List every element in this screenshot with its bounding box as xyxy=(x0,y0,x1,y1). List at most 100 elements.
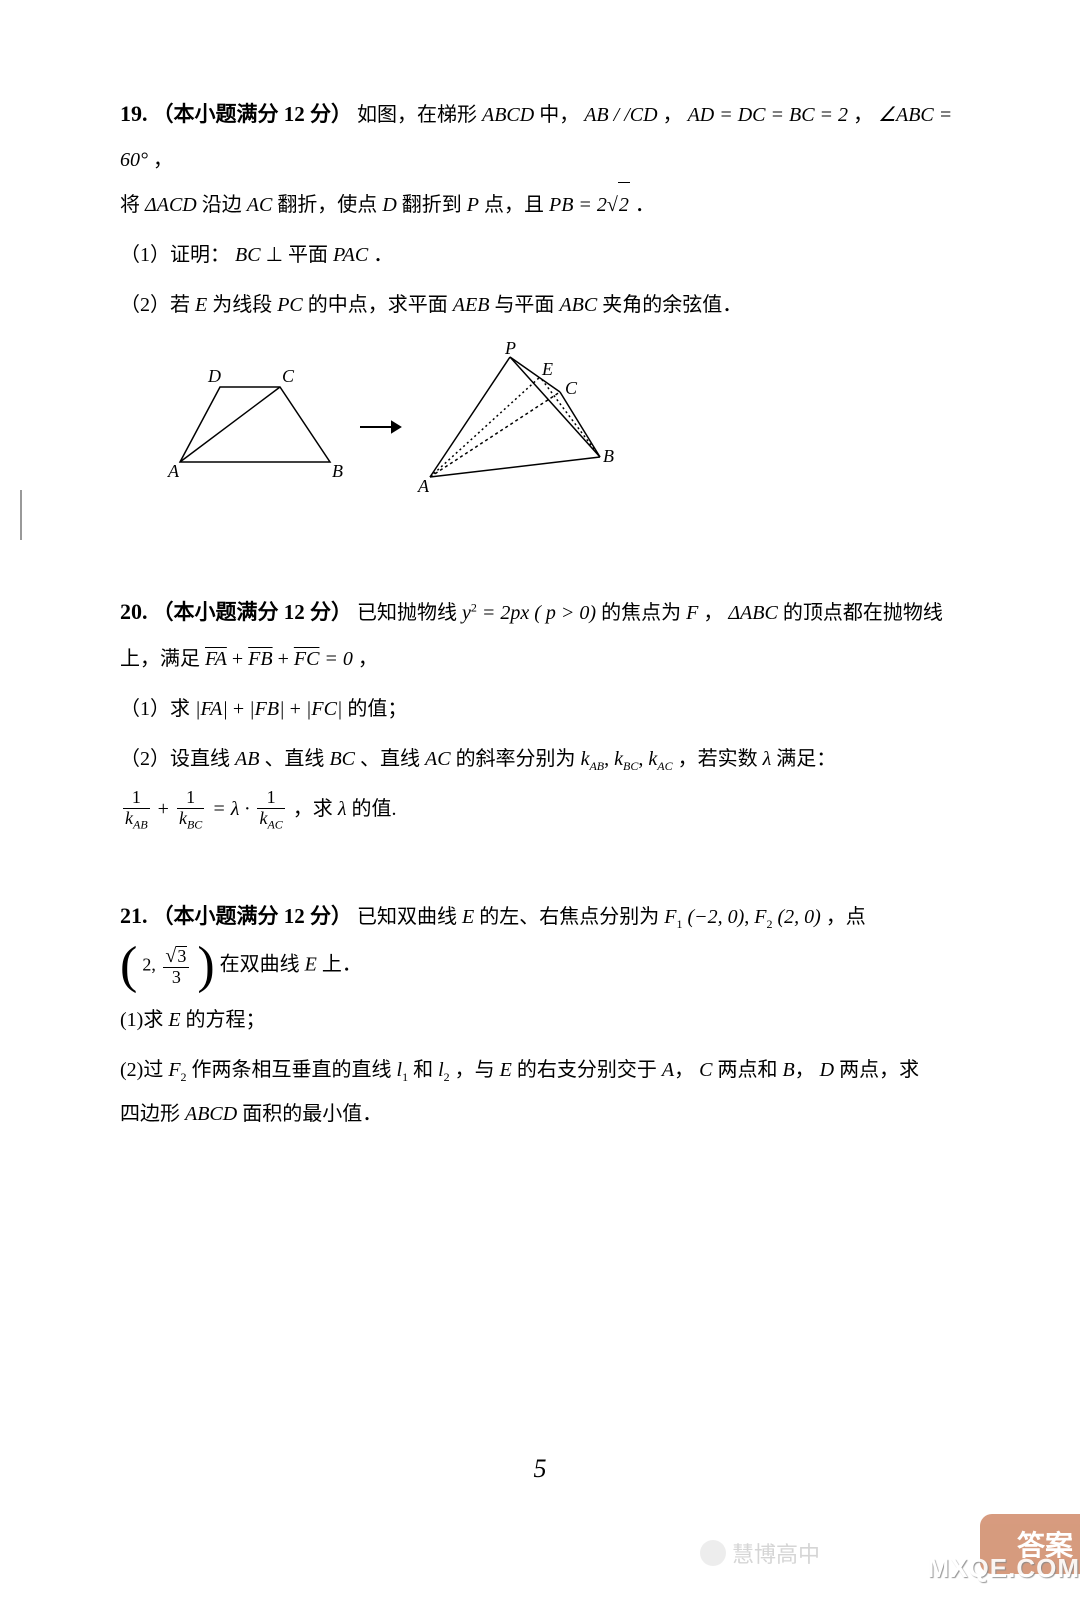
q20-absfb: |FB| xyxy=(249,698,284,720)
frac-1-kac: 1 kAC xyxy=(257,788,284,832)
page-content: 19. （本小题满分 12 分） 如图，在梯形 ABCD 中， AB / /CD… xyxy=(0,0,1080,1226)
den-kac: kAC xyxy=(257,809,284,832)
q21-and: 和 xyxy=(413,1059,438,1081)
den-3: 3 xyxy=(163,968,189,988)
q21-c: C xyxy=(699,1059,712,1081)
q20-fb: FB xyxy=(248,648,272,670)
q19-sub2-d: 与平面 xyxy=(494,294,559,316)
q21-body-c: ，点 xyxy=(826,906,866,928)
q19-diagram: A B C D xyxy=(160,342,970,528)
q20-sub2a: （2）设直线 xyxy=(120,748,235,770)
q19-sub2-c: 的中点，求平面 xyxy=(308,294,453,316)
q20-ab: AB xyxy=(235,748,259,770)
q21-e4: E xyxy=(500,1059,512,1081)
q20-eq-line: 1 kAB + 1 kBC = λ · 1 kAC ，求 λ 的值. xyxy=(120,787,970,832)
q20-comma: ， xyxy=(358,648,378,670)
q20-bc: BC xyxy=(329,748,355,770)
q21-body-b: 的左、右焦点分别为 xyxy=(479,906,664,928)
q20-body-a: 已知抛物线 xyxy=(357,602,462,624)
q20-2px: = 2px xyxy=(482,602,529,624)
watermark-right: 答案 MXQE.COM xyxy=(900,1494,1080,1584)
problem-20: 20. （本小题满分 12 分） 已知抛物线 y2 = 2px ( p > 0)… xyxy=(120,588,970,832)
big-paren-r: ) xyxy=(197,940,214,992)
q20-lambda: λ xyxy=(763,748,772,770)
q19-points: （本小题满分 12 分） xyxy=(153,102,353,126)
label-p: P xyxy=(504,342,516,358)
label-b2: B xyxy=(603,446,614,466)
label-e: E xyxy=(541,359,553,379)
label-a1: A xyxy=(167,461,180,481)
plus5: + xyxy=(158,798,174,820)
q20-plus3: + xyxy=(233,698,249,720)
q20-plus2: + xyxy=(278,648,294,670)
q19-text-1b: 中， xyxy=(539,104,579,126)
q21-sub1b: 的方程； xyxy=(186,1009,266,1031)
q19-text-1a: 如图，在梯形 xyxy=(357,104,482,126)
q20-y: y xyxy=(462,602,471,624)
q21-sub2: (2)过 F2 作两条相互垂直的直线 l1 和 l2 ，与 E 的右支分别交于 … xyxy=(120,1048,970,1136)
label-c1: C xyxy=(282,366,295,386)
q21-abcd: ABCD xyxy=(185,1103,237,1125)
q21-s1: 1 xyxy=(676,917,682,931)
left-margin-marker xyxy=(20,490,22,540)
q19-text-2d: 翻折到 xyxy=(402,194,467,216)
q20-fc: FC xyxy=(294,648,320,670)
q19-pac: PAC xyxy=(333,244,368,266)
q20-kbc: k xyxy=(614,748,623,770)
den-kab: kAB xyxy=(123,809,150,832)
q20-absfa: |FA| xyxy=(195,698,228,720)
q20-line2a: 上，满足 xyxy=(120,648,205,670)
q20-sq: 2 xyxy=(471,601,477,615)
frac-1-kab: 1 kAB xyxy=(123,788,150,832)
q21-f1v: (−2, 0) xyxy=(687,906,744,928)
frac-1-kbc: 1 kBC xyxy=(177,788,204,832)
q21-f2v: (2, 0) xyxy=(777,906,820,928)
num1: 1 xyxy=(123,788,150,809)
q21-sub2f: 两点，求 xyxy=(839,1059,919,1081)
wm-left-text: 慧博高中 xyxy=(732,1537,820,1569)
num2: 1 xyxy=(177,788,204,809)
q19-sub2-a: （2）若 xyxy=(120,294,195,316)
q19-text-1e: ， xyxy=(153,149,173,171)
q20-p0: ( p > 0) xyxy=(534,602,596,624)
q19-sub1: （1）证明： BC ⊥ 平面 PAC ． xyxy=(120,233,970,277)
q19-text-1d: ， xyxy=(853,104,873,126)
q21-sub2b: 作两条相互垂直的直线 xyxy=(192,1059,397,1081)
frac-sqrt3-3: √3 3 xyxy=(163,945,189,988)
q21-l1s: 1 xyxy=(402,1070,408,1084)
q20-sub-ab: AB xyxy=(589,759,604,773)
q20-kac: k xyxy=(648,748,657,770)
q20-sub1a: （1）求 xyxy=(120,698,195,720)
q20-f: F xyxy=(686,602,698,624)
wechat-icon xyxy=(700,1540,726,1566)
q21-s2b: 2 xyxy=(181,1070,187,1084)
q21-line2c: 上． xyxy=(322,954,362,976)
q21-d: D xyxy=(820,1059,834,1081)
sqrt-sign: √ xyxy=(607,194,618,216)
q21-points: （本小题满分 12 分） xyxy=(153,904,353,928)
q20-sub2e: 满足： xyxy=(776,748,836,770)
q21-f2: F xyxy=(754,906,766,928)
q20-dabc: ΔABC xyxy=(728,602,778,624)
q19-sub2-e: 夹角的余弦值． xyxy=(602,294,742,316)
q20-body-d: 的顶点都在抛物线 xyxy=(783,602,943,624)
q20-number: 20. xyxy=(120,599,148,624)
q20-ac: AC xyxy=(425,748,451,770)
q19-e: E xyxy=(195,294,207,316)
q21-e3: E xyxy=(168,1009,180,1031)
q21-b: B xyxy=(782,1059,794,1081)
q20-eqlambda: = λ · xyxy=(212,798,254,820)
q19-sub1-b: ⊥ 平面 xyxy=(266,244,333,266)
q21-sub2d: 的右支分别交于 xyxy=(517,1059,662,1081)
q21-sub1: (1)求 E 的方程； xyxy=(120,998,970,1042)
q19-sqrt2: 2 xyxy=(618,182,630,227)
q19-pc: PC xyxy=(277,294,303,316)
q21-f1: F xyxy=(664,906,676,928)
label-d1: D xyxy=(207,366,221,386)
q19-sub1-a: （1）证明： xyxy=(120,244,230,266)
q19-sub2-b: 为线段 xyxy=(212,294,277,316)
q19-text-2b: 沿边 xyxy=(202,194,247,216)
q19-text-2c: 翻折，使点 xyxy=(277,194,382,216)
q21-e2: E xyxy=(305,954,317,976)
q21-s2: 2 xyxy=(766,917,772,931)
